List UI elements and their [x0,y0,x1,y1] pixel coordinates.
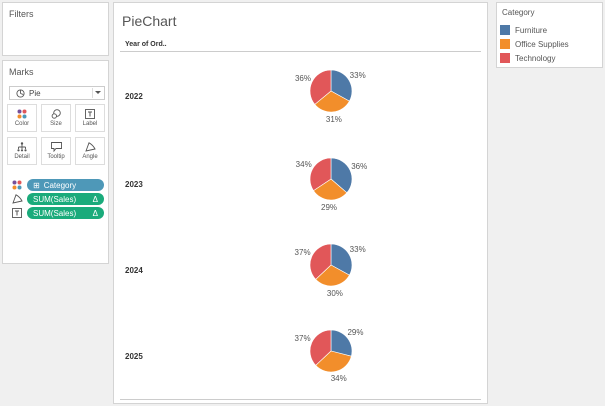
legend-title: Category [502,8,535,17]
pct-label: 34% [295,160,312,170]
pct-label: 34% [330,374,347,384]
pie-2025[interactable] [309,329,353,373]
dropdown-divider [92,88,93,98]
expand-icon: ⊞ [33,180,40,190]
pie-slice-technology[interactable] [309,69,332,105]
pie-slice-furniture[interactable] [330,329,353,357]
mark-type-label: Pie [29,88,41,98]
pct-label: 37% [294,334,311,344]
label-button[interactable]: Label [75,104,105,132]
detail-button-label: Detail [14,154,30,160]
technology-swatch [500,53,510,63]
pie-icon [16,88,25,98]
sum-sales-angle-label: SUM(Sales) [33,194,77,204]
category-pill[interactable]: ⊞ Category [27,179,104,191]
year-column-header[interactable]: Year of Ord.. [125,41,167,48]
angle-pill-row: SUM(Sales) Δ [11,193,104,205]
pct-label: 31% [325,114,342,124]
delta-icon: Δ [92,194,98,204]
year-label-2025: 2025 [125,352,143,361]
year-label-2023: 2023 [125,180,143,189]
pct-label: 37% [294,248,311,258]
pie-2023[interactable] [309,157,353,201]
legend-label: Furniture [515,25,548,35]
pct-label: 33% [349,71,366,81]
pie-slice-office-supplies[interactable] [315,350,352,373]
mark-type-dropdown[interactable]: Pie [9,86,105,100]
pie-2022[interactable] [309,69,353,113]
legend-label: Technology [515,53,556,63]
pct-label: 33% [349,245,366,255]
category-pill-label: Category [43,180,77,190]
sum-sales-label-pill[interactable]: SUM(Sales) Δ [27,207,104,219]
pie-slice-technology[interactable] [309,243,332,280]
color-button-label: Color [14,121,30,127]
legend-item-office-supplies[interactable]: Office Supplies [500,39,569,49]
year-label-2024: 2024 [125,266,143,275]
tooltip-icon [50,142,62,152]
marks-card: Marks Pie Color Size Label [2,60,109,264]
chart-view: PieChart Year of Ord.. 2022 33% 31% 36% 2023… [113,2,488,404]
color-legend: Category Furniture Office Supplies Techn… [496,2,603,68]
pie-slice-office-supplies[interactable] [313,178,348,201]
pct-label: 29% [347,328,364,338]
marks-title: Marks [9,67,34,77]
color-dots-icon [17,109,27,119]
year-label-2022: 2022 [125,92,143,101]
label-icon [85,109,95,119]
sum-sales-label-label: SUM(Sales) [33,208,77,218]
view-title: PieChart [122,13,177,29]
pct-label: 30% [326,288,343,298]
detail-icon [17,142,27,152]
angle-icon [11,193,23,205]
filters-title: Filters [9,9,34,19]
label-pill-row: SUM(Sales) Δ [11,207,104,219]
legend-item-technology[interactable]: Technology [500,53,555,63]
detail-button[interactable]: Detail [7,137,37,165]
size-icon [51,109,61,119]
header-divider [120,51,481,52]
delta-icon: Δ [92,208,98,218]
pct-label: 36% [351,161,368,171]
angle-button-label: Angle [82,154,98,160]
size-button-label: Size [50,121,62,127]
pie-slice-technology[interactable] [309,157,332,192]
pie-slice-office-supplies[interactable] [314,90,350,113]
pie-slice-furniture[interactable] [330,157,353,194]
pie-slice-office-supplies[interactable] [315,264,350,287]
label-button-label: Label [82,121,98,127]
pie-slice-technology[interactable] [309,329,332,366]
pct-label: 29% [321,202,338,212]
chevron-down-icon[interactable] [95,91,101,94]
pct-label: 36% [294,73,311,83]
filters-shelf[interactable]: Filters [2,2,109,56]
tooltip-button[interactable]: Tooltip [41,137,71,165]
legend-label: Office Supplies [515,39,569,49]
color-pill-row: ⊞ Category [11,179,104,191]
furniture-swatch [500,25,510,35]
tooltip-button-label: Tooltip [47,154,65,160]
pie-slice-furniture[interactable] [330,243,353,276]
angle-button[interactable]: Angle [75,137,105,165]
label-icon [11,207,23,219]
sum-sales-angle-pill[interactable]: SUM(Sales) Δ [27,193,104,205]
angle-icon [84,142,96,152]
pie-2024[interactable] [309,243,353,287]
legend-item-furniture[interactable]: Furniture [500,25,547,35]
office-supplies-swatch [500,39,510,49]
size-button[interactable]: Size [41,104,71,132]
pie-slice-furniture[interactable] [330,69,353,102]
bottom-divider [120,399,481,400]
color-button[interactable]: Color [7,104,37,132]
color-dots-icon [11,179,23,191]
